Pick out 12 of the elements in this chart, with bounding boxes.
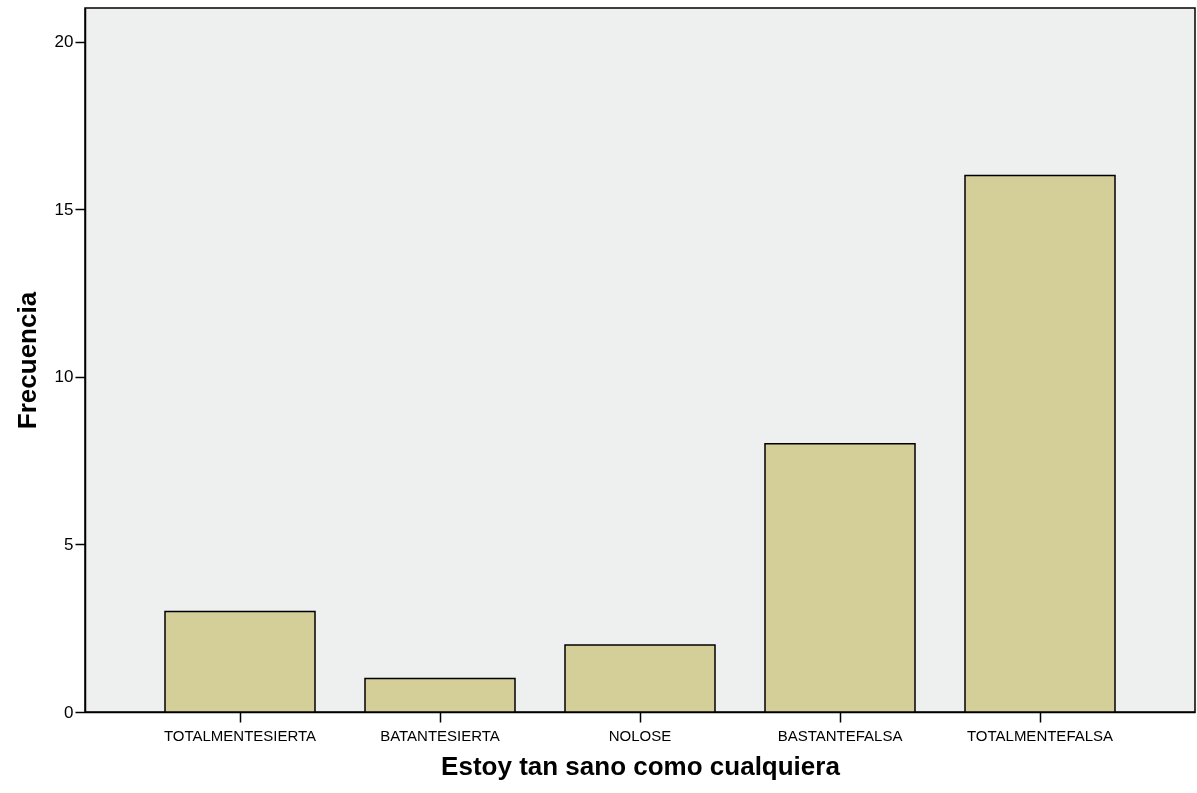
y-tick-label: 10 [54,367,74,387]
x-tick-label: TOTALMENTEFALSA [966,726,1114,744]
y-tick-label: 20 [54,32,74,52]
y-tick-label: 15 [54,199,74,219]
x-tick-label: BASTANTEFALSA [777,726,903,744]
x-tick-label: TOTALMENTESIERTA [163,726,317,744]
y-tick-label: 5 [64,534,74,554]
x-axis-title: Estoy tan sano como cualquiera [441,750,841,781]
x-tick-label: BATANTESIERTA [380,726,500,744]
x-tick-label: NOLOSE [608,726,672,744]
y-tick-label: 0 [64,702,74,722]
y-axis-title: Frecuencia [11,291,42,430]
